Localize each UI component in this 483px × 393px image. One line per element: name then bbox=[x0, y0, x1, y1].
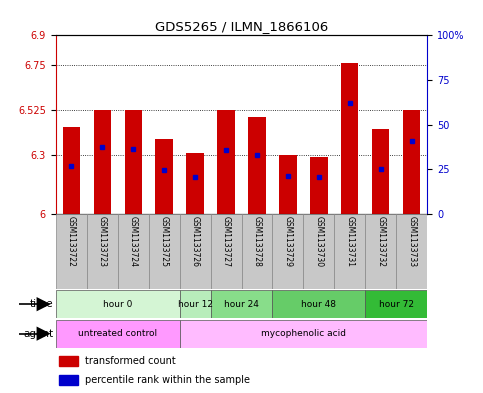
Bar bbox=[56, 320, 180, 348]
Bar bbox=[156, 139, 172, 214]
Text: GSM1133731: GSM1133731 bbox=[345, 217, 355, 267]
Bar bbox=[62, 127, 80, 214]
Text: GSM1133724: GSM1133724 bbox=[128, 217, 138, 267]
Text: GSM1133732: GSM1133732 bbox=[376, 217, 385, 267]
Text: percentile rank within the sample: percentile rank within the sample bbox=[85, 375, 250, 385]
Bar bbox=[311, 156, 327, 214]
Bar bbox=[272, 290, 366, 318]
Text: GSM1133725: GSM1133725 bbox=[159, 217, 169, 267]
Text: hour 0: hour 0 bbox=[103, 300, 132, 309]
Text: transformed count: transformed count bbox=[85, 356, 176, 366]
Text: GSM1133722: GSM1133722 bbox=[67, 217, 75, 267]
Bar bbox=[180, 320, 427, 348]
Bar bbox=[272, 214, 303, 289]
Bar bbox=[117, 214, 149, 289]
Text: hour 72: hour 72 bbox=[379, 300, 414, 309]
Bar bbox=[186, 152, 203, 214]
Text: untreated control: untreated control bbox=[78, 329, 157, 338]
Text: time: time bbox=[29, 299, 53, 309]
Bar bbox=[334, 214, 366, 289]
Text: hour 12: hour 12 bbox=[178, 300, 213, 309]
Title: GDS5265 / ILMN_1866106: GDS5265 / ILMN_1866106 bbox=[155, 20, 328, 33]
Text: hour 48: hour 48 bbox=[301, 300, 337, 309]
Bar bbox=[211, 290, 272, 318]
Bar bbox=[59, 375, 78, 385]
Bar bbox=[86, 214, 117, 289]
Bar bbox=[397, 214, 427, 289]
Bar bbox=[403, 110, 421, 214]
Text: GSM1133727: GSM1133727 bbox=[222, 217, 230, 267]
Text: GSM1133730: GSM1133730 bbox=[314, 217, 324, 268]
Polygon shape bbox=[37, 297, 51, 311]
Text: GSM1133729: GSM1133729 bbox=[284, 217, 293, 267]
Bar bbox=[366, 290, 427, 318]
Bar bbox=[180, 214, 211, 289]
Bar bbox=[149, 214, 180, 289]
Text: GSM1133723: GSM1133723 bbox=[98, 217, 107, 267]
Bar bbox=[56, 214, 86, 289]
Bar bbox=[366, 214, 397, 289]
Bar bbox=[125, 110, 142, 214]
Bar bbox=[59, 356, 78, 366]
Bar bbox=[56, 290, 180, 318]
Text: GSM1133733: GSM1133733 bbox=[408, 217, 416, 268]
Bar bbox=[211, 214, 242, 289]
Text: GSM1133726: GSM1133726 bbox=[190, 217, 199, 267]
Bar bbox=[303, 214, 334, 289]
Text: GSM1133728: GSM1133728 bbox=[253, 217, 261, 267]
Bar bbox=[248, 117, 266, 214]
Bar bbox=[280, 154, 297, 214]
Text: mycophenolic acid: mycophenolic acid bbox=[261, 329, 346, 338]
Bar bbox=[94, 110, 111, 214]
Bar bbox=[217, 110, 235, 214]
Text: hour 24: hour 24 bbox=[224, 300, 259, 309]
Polygon shape bbox=[37, 327, 51, 341]
Bar bbox=[341, 63, 358, 214]
Bar bbox=[180, 290, 211, 318]
Text: agent: agent bbox=[23, 329, 53, 339]
Bar bbox=[372, 129, 389, 214]
Bar bbox=[242, 214, 272, 289]
